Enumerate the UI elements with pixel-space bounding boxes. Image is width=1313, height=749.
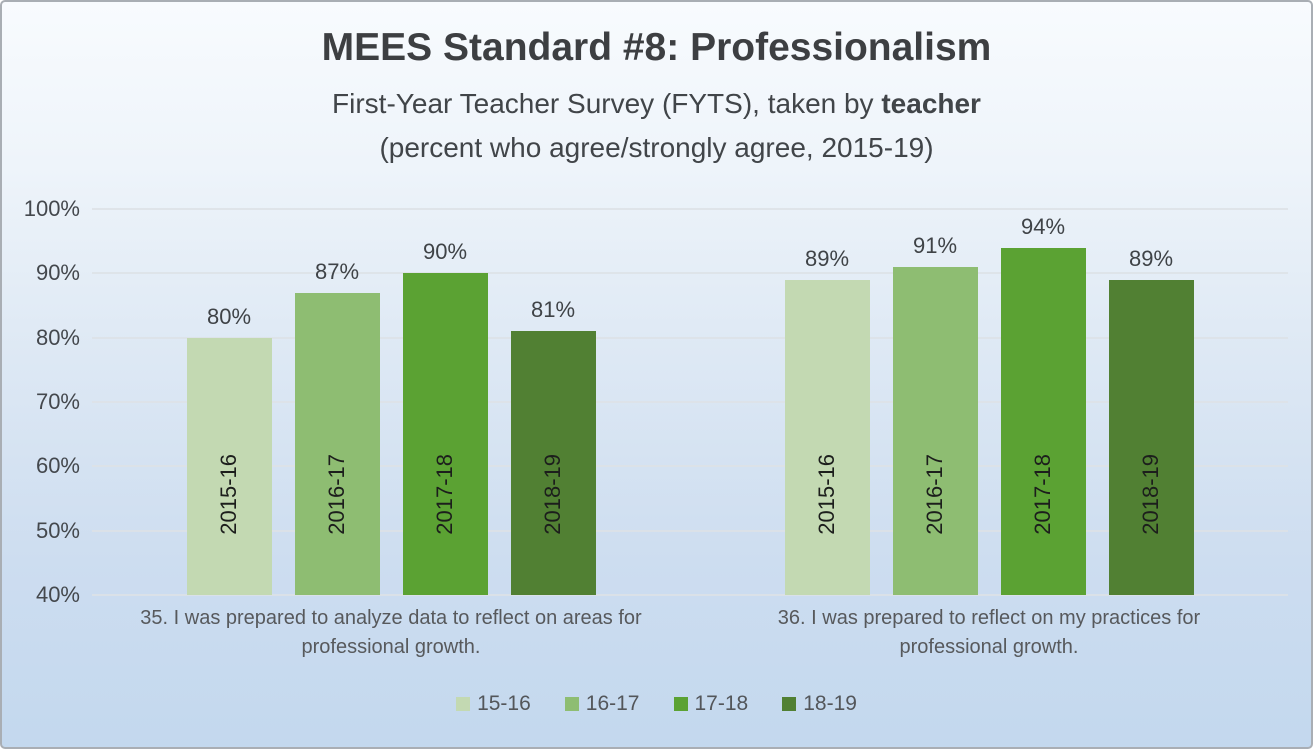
gridline	[92, 208, 1288, 210]
category-axis-label: 36. I was prepared to reflect on my prac…	[777, 607, 1201, 658]
bar-16-17: 87% 2016-17	[294, 259, 380, 595]
legend-swatch	[673, 697, 688, 711]
bar-value-label: 91%	[912, 232, 958, 258]
bar-17-18: 90% 2017-18	[402, 239, 488, 595]
bar-year-label: 2016-17	[922, 454, 947, 535]
bar-year-label: 2018-19	[540, 454, 565, 535]
gridline	[92, 401, 1288, 403]
subtitle-bold-word: teacher	[881, 88, 981, 119]
chart-subtitle: First-Year Teacher Survey (FYTS), taken …	[2, 82, 1311, 170]
bar-value-label: 94%	[1020, 213, 1066, 239]
legend-swatch	[782, 697, 797, 711]
legend-swatch	[564, 697, 579, 711]
chart-subtitle-line1: First-Year Teacher Survey (FYTS), taken …	[2, 82, 1311, 126]
bar-value-label: 89%	[804, 245, 850, 271]
bar-17-18: 94% 2017-18	[1000, 214, 1086, 595]
bar-group-q35: 80% 2015-16 87% 2016-17 90% 2017-18 81% 2018-19	[92, 209, 690, 595]
bar-year-label: 2016-17	[324, 454, 349, 535]
chart-subtitle-line2: (percent who agree/strongly agree, 2015-…	[379, 132, 934, 163]
gridline	[92, 465, 1288, 468]
y-axis-labels: 100% 90% 80% 70% 60% 50% 40%	[20, 196, 80, 607]
bar-group-q36: 89% 2015-16 91% 2016-17 94% 2017-18 89% 2018-19	[690, 209, 1288, 595]
legend-item-18-19: 18-19	[782, 692, 857, 716]
gridline	[92, 594, 1288, 596]
y-tick-label: 60%	[35, 453, 80, 479]
subtitle-prefix: First-Year Teacher Survey (FYTS), taken …	[332, 88, 882, 119]
bar-15-16: 80% 2015-16	[186, 304, 272, 595]
bar-value-label: 90%	[422, 239, 468, 265]
chart-header: MEES Standard #8: Professionalism First-…	[2, 26, 1311, 170]
bar-value-label: 80%	[206, 303, 252, 329]
y-tick-label: 100%	[23, 196, 80, 221]
legend-item-15-16: 15-16	[456, 692, 531, 716]
y-tick-label: 70%	[35, 389, 80, 414]
category-axis-label: 35. I was prepared to analyze data to re…	[140, 607, 642, 658]
y-tick-label: 40%	[35, 582, 80, 607]
bar-year-label: 2017-18	[432, 454, 457, 535]
gridline	[92, 336, 1288, 339]
bar-year-label: 2015-16	[216, 454, 241, 535]
bar-year-label: 2018-19	[1138, 454, 1163, 535]
bar-year-label: 2017-18	[1030, 454, 1055, 535]
gridline	[92, 272, 1288, 275]
bar-value-label: 87%	[314, 258, 360, 284]
gridline	[92, 529, 1288, 532]
bar-16-17: 91% 2016-17	[892, 233, 978, 595]
bar-year-label: 2015-16	[814, 454, 839, 535]
bar-18-19: 81% 2018-19	[510, 297, 596, 595]
bar-value-label: 89%	[1128, 245, 1174, 271]
legend-swatch	[456, 697, 471, 711]
y-tick-label: 50%	[35, 517, 80, 543]
legend-item-16-17: 16-17	[564, 692, 640, 716]
legend-label: 16-17	[585, 692, 640, 715]
bar-value-label: 81%	[530, 297, 576, 323]
chart-title: MEES Standard #8: Professionalism	[321, 26, 992, 69]
y-tick-label: 80%	[35, 324, 80, 350]
bar-groups: 80% 2015-16 87% 2016-17 90% 2017-18 81% 2018-19…	[92, 209, 1288, 595]
legend-label: 18-19	[803, 692, 857, 715]
legend-label: 15-16	[477, 692, 531, 715]
legend-label: 17-18	[694, 692, 749, 715]
category-labels: 35. I was prepared to analyze data to re…	[92, 604, 1288, 662]
bar-18-19: 89% 2018-19	[1108, 246, 1194, 595]
bar-15-16: 89% 2015-16	[784, 246, 870, 595]
legend: 15-16 16-17 17-18 18-19	[2, 692, 1311, 716]
legend-item-17-18: 17-18	[673, 692, 749, 716]
plot-area: 80% 2015-16 87% 2016-17 90% 2017-18 81% 2018-19…	[92, 208, 1288, 596]
y-tick-label: 90%	[35, 260, 80, 286]
